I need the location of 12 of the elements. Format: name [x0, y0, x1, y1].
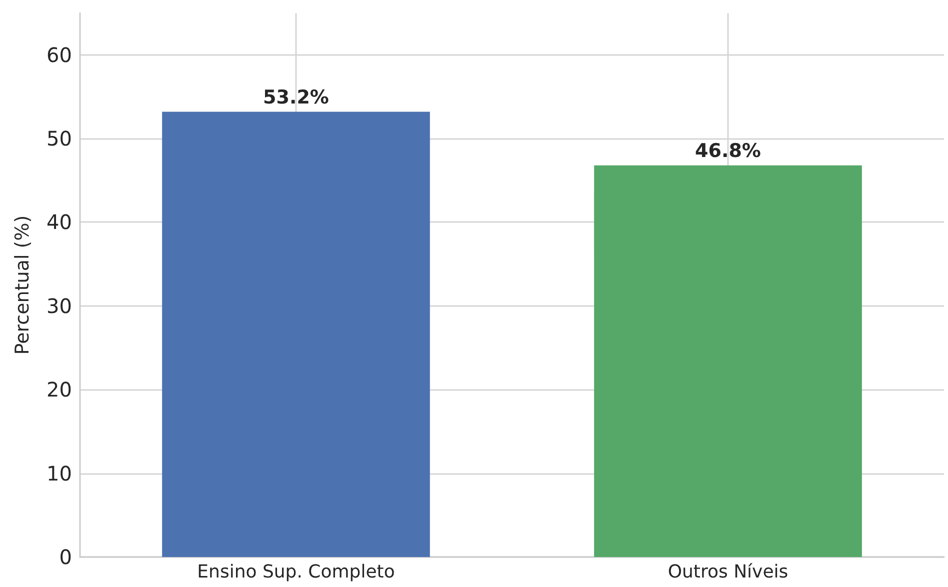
x-tick-label: Outros Níveis	[668, 562, 788, 582]
y-axis-title: Percentual (%)	[12, 215, 34, 355]
y-tick-label: 60	[46, 42, 72, 67]
y-tick-label: 40	[46, 210, 72, 234]
x-tick-label: Ensino Sup. Completo	[197, 562, 395, 582]
y-tick-label: 20	[46, 378, 72, 402]
y-tick-label: 10	[46, 461, 72, 486]
y-tick-label: 50	[46, 126, 72, 151]
data-label: 53.2%	[263, 86, 329, 108]
y-tick-label: 30	[46, 294, 72, 318]
data-label: 46.8%	[695, 140, 761, 162]
y-tick-label: 0	[59, 545, 72, 569]
